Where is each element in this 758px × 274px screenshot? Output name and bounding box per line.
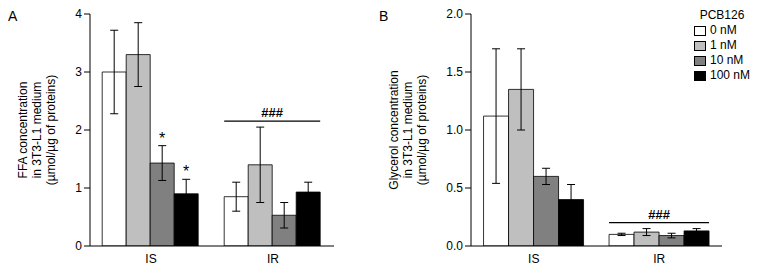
html-text:B: B xyxy=(379,8,389,24)
html-text:FFA concentration: FFA concentration xyxy=(16,81,30,179)
svg-text:*: * xyxy=(183,163,189,180)
svg-text:2.0: 2.0 xyxy=(446,8,463,21)
svg-text:1.0: 1.0 xyxy=(446,123,463,137)
svg-text:0.0: 0.0 xyxy=(446,239,463,253)
html-text:(µmol/µg of proteins): (µmol/µg of proteins) xyxy=(44,74,58,186)
html-text:0 nM: 0 nM xyxy=(710,23,737,37)
svg-text:3: 3 xyxy=(75,65,82,79)
html-text:in 3T3-L1 medium: in 3T3-L1 medium xyxy=(401,81,415,179)
svg-text:IS: IS xyxy=(528,252,539,266)
svg-text:0.5: 0.5 xyxy=(446,181,463,195)
html-text:PCB126: PCB126 xyxy=(699,8,745,22)
svg-text:2: 2 xyxy=(75,123,82,137)
svg-text:0: 0 xyxy=(75,239,82,253)
svg-text:*: * xyxy=(159,130,165,147)
html-text:1 nM: 1 nM xyxy=(710,38,737,52)
svg-text:1: 1 xyxy=(75,181,82,195)
html-text:A: A xyxy=(8,8,18,24)
svg-text:IS: IS xyxy=(145,252,156,266)
svg-text:4: 4 xyxy=(75,8,82,21)
svg-text:IR: IR xyxy=(653,252,665,266)
svg-text:IR: IR xyxy=(267,252,279,266)
html-text:in 3T3-L1 medium: in 3T3-L1 medium xyxy=(30,81,44,179)
svg-text:###: ### xyxy=(261,105,283,120)
html-text:10 nM: 10 nM xyxy=(710,53,744,67)
html-text:100 nM: 100 nM xyxy=(710,68,750,82)
html-text:Glycerol concentration: Glycerol concentration xyxy=(387,70,401,190)
html-text:(µmol/µg of proteins): (µmol/µg of proteins) xyxy=(415,74,429,186)
svg-text:1.5: 1.5 xyxy=(446,65,463,79)
svg-text:###: ### xyxy=(648,207,670,222)
